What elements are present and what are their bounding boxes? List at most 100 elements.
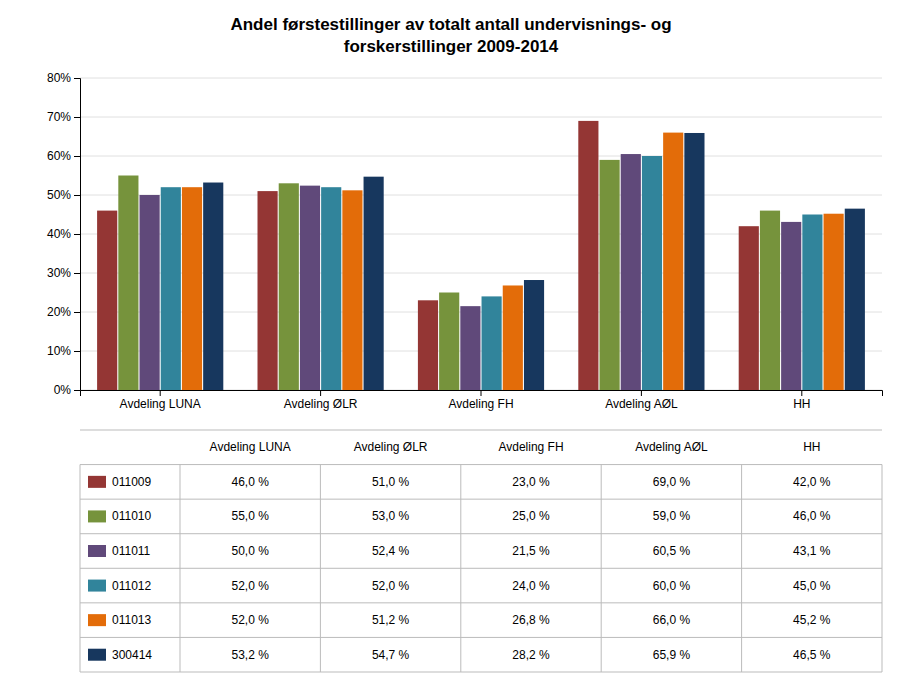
bar	[802, 215, 822, 391]
grid-line	[80, 78, 882, 79]
legend-label: 011010	[112, 509, 151, 523]
bar	[600, 160, 620, 390]
table-header: Avdeling FH	[498, 440, 563, 454]
table-value: 53,2 %	[232, 648, 270, 662]
bar-series	[97, 121, 759, 390]
tick-label: 10%	[47, 344, 71, 358]
legend-label: 300414	[112, 648, 152, 662]
legend-label: 011009	[112, 475, 151, 489]
table-value: 69,0 %	[653, 475, 691, 489]
grid-line	[80, 117, 882, 118]
table-line	[80, 430, 882, 431]
table-line	[80, 602, 882, 603]
table-value: 46,0 %	[232, 475, 270, 489]
tick-label: 20%	[47, 305, 71, 319]
title-line: Andel førstestillinger av totalt antall …	[230, 15, 671, 34]
table-value: 42,0 %	[793, 475, 831, 489]
tick-label: 0%	[54, 383, 72, 397]
table-line	[180, 465, 181, 672]
table-value: 54,7 %	[372, 648, 410, 662]
tick-mark	[74, 312, 80, 313]
table-value: 45,2 %	[793, 613, 831, 627]
tick-mark	[481, 390, 482, 396]
x-tick: Avdeling LUNA	[120, 390, 201, 411]
grid	[80, 78, 882, 390]
tick-label: 30%	[47, 266, 71, 280]
bar	[460, 306, 480, 390]
y-tick: 60%	[47, 149, 80, 163]
bar	[524, 280, 544, 390]
table-value: 52,0 %	[372, 579, 410, 593]
legend-label: 011011	[112, 544, 151, 558]
bar	[418, 300, 438, 390]
tick-label: 70%	[47, 110, 71, 124]
bar	[781, 222, 801, 390]
x-tick: Avdeling ØLR	[284, 390, 358, 411]
legend-swatch	[88, 476, 106, 488]
y-tick: 0%	[54, 383, 80, 397]
x-tick: HH	[793, 390, 810, 411]
bar	[203, 183, 223, 390]
y-tick: 10%	[47, 344, 80, 358]
tick-mark	[641, 390, 642, 396]
tick-mark	[74, 351, 80, 352]
bar	[140, 195, 160, 390]
bar	[300, 186, 320, 390]
y-tick: 80%	[47, 71, 80, 85]
legend-swatch	[88, 649, 106, 661]
tick-label: Avdeling ØLR	[284, 397, 358, 411]
table-value: 26,8 %	[512, 613, 550, 627]
legend-label: 011012	[112, 579, 151, 593]
bar	[279, 183, 299, 390]
bar	[503, 285, 523, 390]
y-axis: 0% 10% 20% 30% 40% 50% 60% 70% 80%	[47, 71, 81, 397]
table-value: 52,4 %	[372, 544, 410, 558]
table-value: 28,2 %	[512, 648, 550, 662]
bar	[663, 133, 683, 390]
tick-mark	[320, 390, 321, 396]
table-value: 65,9 %	[653, 648, 691, 662]
bar-series	[161, 156, 823, 390]
bar	[342, 190, 362, 390]
legend-label: 011013	[112, 613, 151, 627]
table-header: Avdeling AØL	[635, 440, 708, 454]
x-axis: Avdeling LUNAAvdeling ØLRAvdeling FHAvde…	[81, 390, 883, 411]
title-line: forskerstillinger 2009-2014	[344, 37, 559, 56]
table-line	[80, 499, 882, 500]
table-value: 45,0 %	[793, 579, 831, 593]
table-value: 60,0 %	[653, 579, 691, 593]
axis-domain	[74, 79, 81, 391]
bar	[161, 187, 181, 390]
table-line	[882, 465, 883, 672]
bar	[684, 133, 704, 390]
bar	[845, 209, 865, 390]
table-value: 21,5 %	[512, 544, 550, 558]
table-header: Avdeling LUNA	[210, 440, 291, 454]
legend-swatch	[88, 545, 106, 557]
tick-label: Avdeling LUNA	[120, 397, 201, 411]
bar	[578, 121, 598, 390]
bars	[97, 121, 865, 390]
table-value: 51,2 %	[372, 613, 410, 627]
bar	[621, 154, 641, 390]
bar	[258, 191, 278, 390]
table-value: 51,0 %	[372, 475, 410, 489]
table-value: 24,0 %	[512, 579, 550, 593]
table-header: HH	[803, 440, 820, 454]
tick-label: 60%	[47, 149, 71, 163]
bar	[321, 187, 341, 390]
tick-mark	[74, 78, 80, 79]
data-table: Avdeling LUNAAvdeling ØLRAvdeling FHAvde…	[80, 430, 882, 672]
table-value: 66,0 %	[653, 613, 691, 627]
x-tick: Avdeling AØL	[605, 390, 678, 411]
table-value: 46,5 %	[793, 648, 831, 662]
table-value: 25,0 %	[512, 509, 550, 523]
bar	[642, 156, 662, 390]
tick-mark	[74, 117, 80, 118]
y-tick: 40%	[47, 227, 80, 241]
legend-swatch	[88, 510, 106, 522]
table-line	[80, 568, 882, 569]
tick-label: 80%	[47, 71, 71, 85]
tick-label: 50%	[47, 188, 71, 202]
tick-mark	[74, 390, 80, 391]
